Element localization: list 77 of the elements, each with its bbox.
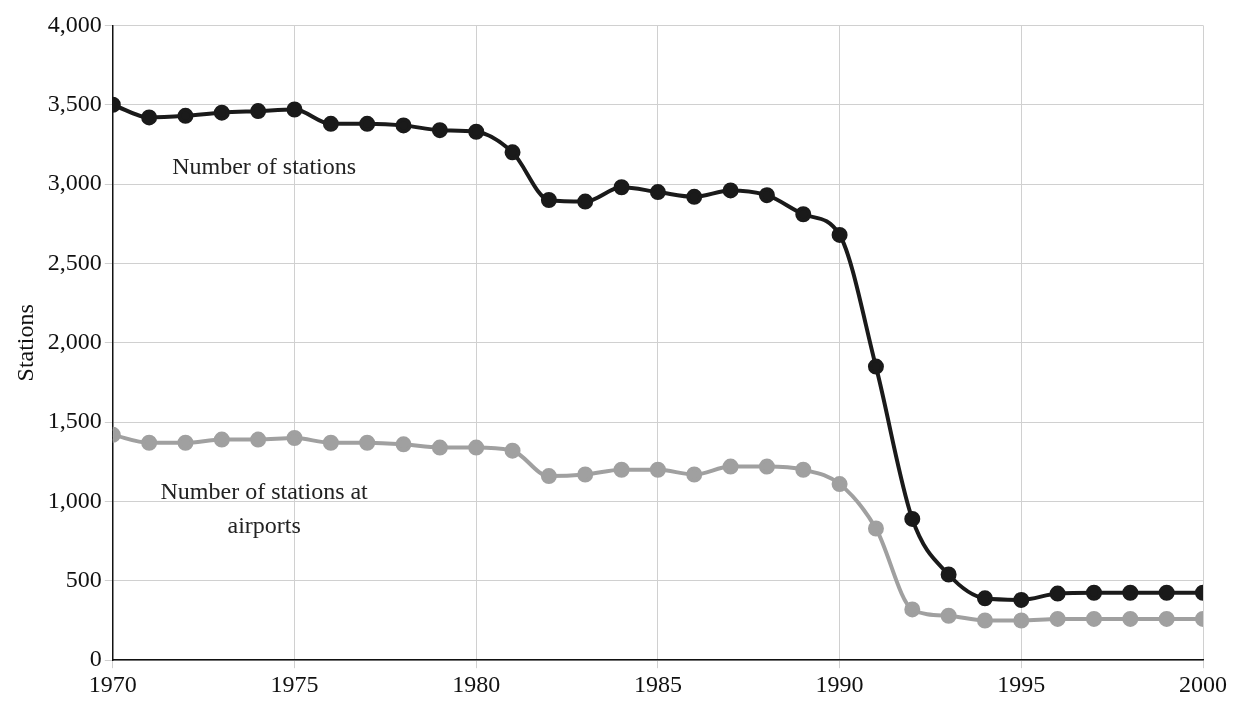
point <box>904 601 921 618</box>
point <box>649 461 666 478</box>
point <box>1013 612 1030 629</box>
point <box>359 115 376 132</box>
point <box>141 434 158 451</box>
point <box>431 439 448 456</box>
point <box>504 144 521 161</box>
point <box>177 107 194 124</box>
point <box>976 612 993 629</box>
y-tick-label: 3,000 <box>47 169 102 196</box>
x-tick-label: 1970 <box>88 670 137 697</box>
y-tick-label: 0 <box>89 645 102 672</box>
point <box>1122 584 1139 601</box>
y-tick-label: 1,500 <box>47 407 102 434</box>
point <box>613 179 630 196</box>
point <box>322 434 339 451</box>
point <box>1049 610 1066 627</box>
point <box>1158 610 1175 627</box>
series-label: Number of stations <box>172 152 357 179</box>
point <box>141 109 158 126</box>
point <box>795 461 812 478</box>
series-label: Number of stations at airports <box>160 478 369 539</box>
point <box>322 115 339 132</box>
y-tick-label: 4,000 <box>47 10 102 37</box>
x-tick-label: 1975 <box>270 670 319 697</box>
point <box>468 439 485 456</box>
point <box>722 458 739 475</box>
point <box>540 468 557 485</box>
point <box>722 182 739 199</box>
point <box>1049 585 1066 602</box>
y-tick-label: 1,000 <box>47 486 102 513</box>
point <box>468 123 485 140</box>
y-tick-label: 2,500 <box>47 248 102 275</box>
point <box>976 590 993 607</box>
point <box>1013 591 1030 608</box>
x-tick-label: 1980 <box>452 670 501 697</box>
point <box>1085 610 1102 627</box>
point <box>577 193 594 210</box>
point <box>613 461 630 478</box>
y-tick-label: 500 <box>65 566 102 593</box>
point <box>395 117 412 134</box>
point <box>940 566 957 583</box>
point <box>904 510 921 527</box>
point <box>504 442 521 459</box>
point <box>1158 584 1175 601</box>
point <box>831 476 848 493</box>
point <box>359 434 376 451</box>
point <box>286 430 303 447</box>
point <box>758 458 775 475</box>
point <box>177 434 194 451</box>
point <box>867 520 884 537</box>
point <box>213 104 230 121</box>
point <box>577 466 594 483</box>
point <box>758 187 775 204</box>
point <box>831 226 848 243</box>
y-tick-label: 2,000 <box>47 328 102 355</box>
point <box>940 607 957 624</box>
y-tick-label: 3,500 <box>47 90 102 117</box>
point <box>250 103 267 120</box>
point <box>395 436 412 453</box>
point <box>286 101 303 118</box>
x-tick-label: 1995 <box>997 670 1046 697</box>
y-axis-title: Stations <box>11 304 38 382</box>
x-tick-label: 2000 <box>1179 670 1227 697</box>
point <box>686 466 703 483</box>
x-tick-label: 1990 <box>815 670 864 697</box>
point <box>686 188 703 205</box>
point <box>431 122 448 139</box>
point <box>795 206 812 223</box>
point <box>213 431 230 448</box>
point <box>867 358 884 375</box>
point <box>1122 610 1139 627</box>
point <box>649 184 666 201</box>
point <box>250 431 267 448</box>
x-tick-label: 1985 <box>633 670 682 697</box>
point <box>1085 584 1102 601</box>
point <box>540 191 557 208</box>
